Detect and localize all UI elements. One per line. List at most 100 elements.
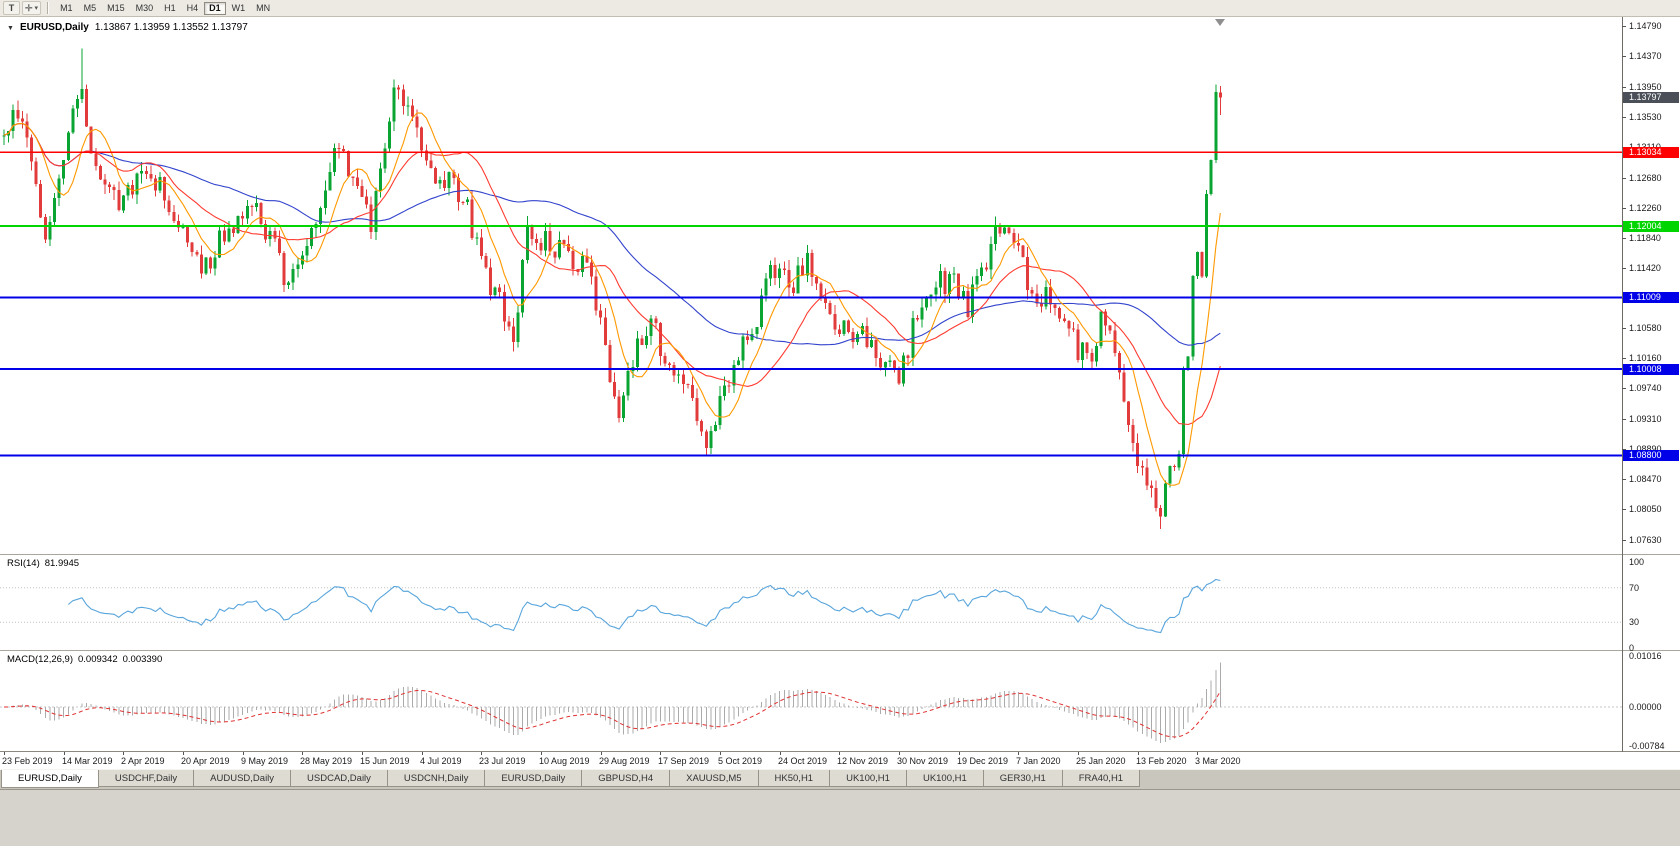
date-tick-mark	[839, 752, 840, 755]
chart-tools-dropdown-button[interactable]: ✛ ▾	[22, 1, 42, 15]
chart-tab-eurusd-daily[interactable]: EURUSD,Daily	[1, 770, 99, 788]
price-tick-label: 1.11420	[1629, 263, 1661, 273]
timeframe-button-m30[interactable]: M30	[135, 3, 154, 13]
chart-tab-usdchf-daily[interactable]: USDCHF,Daily	[97, 770, 195, 787]
status-bar	[0, 789, 1680, 846]
price-tick-mark	[1622, 328, 1626, 329]
main-price-chart[interactable]	[0, 17, 1622, 554]
price-line-badge-1.11009: 1.11009	[1623, 292, 1679, 303]
chart-tab-audusd-daily[interactable]: AUDUSD,Daily	[193, 770, 292, 787]
chart-ohlc-values: 1.13867 1.13959 1.13552 1.13797	[94, 22, 248, 33]
chart-window: ▼ EURUSD,Daily 1.13867 1.13959 1.13552 1…	[0, 17, 1680, 769]
rsi-axis-label: 30	[1629, 617, 1640, 627]
price-line-badge-1.08800: 1.08800	[1623, 450, 1679, 461]
macd-signal-value: 0.003390	[122, 654, 163, 665]
text-tool-button[interactable]: T	[3, 1, 20, 15]
toolbar-separator	[47, 2, 50, 14]
price-tick-mark	[1622, 540, 1626, 541]
price-tick-label: 1.10580	[1629, 323, 1662, 333]
price-tick-mark	[1622, 26, 1626, 27]
date-tick-label: 19 Dec 2019	[957, 756, 1009, 766]
timeframe-button-w1[interactable]: W1	[231, 3, 246, 13]
timeframe-button-h4[interactable]: H4	[186, 3, 199, 13]
date-tick-mark	[183, 752, 184, 755]
date-tick-mark	[720, 752, 721, 755]
chart-tab-usdcnh-daily[interactable]: USDCNH,Daily	[386, 770, 486, 787]
macd-panel[interactable]	[0, 652, 1622, 751]
price-tick-mark	[1622, 178, 1626, 179]
date-tick-mark	[541, 752, 542, 755]
macd-axis-label: -0.00784	[1629, 741, 1665, 751]
price-tick-label: 1.09310	[1629, 414, 1662, 424]
price-tick-label: 1.10160	[1629, 353, 1662, 363]
timeframe-button-m5[interactable]: M5	[83, 3, 97, 13]
date-tick-label: 2 Apr 2019	[121, 756, 165, 766]
timeframe-buttons: M1 M5 M15 M30 H1 H4 D1 W1 MN	[55, 1, 275, 15]
price-tick-mark	[1622, 238, 1626, 239]
date-tick-label: 23 Jul 2019	[479, 756, 526, 766]
macd-name: MACD(12,26,9)	[7, 654, 73, 665]
macd-axis-label: 0.00000	[1629, 702, 1662, 712]
price-tick-label: 1.14790	[1629, 21, 1662, 31]
price-tick-label: 1.14370	[1629, 51, 1662, 61]
price-tick-label: 1.08890	[1629, 444, 1662, 454]
crosshair-icon: ✛	[25, 2, 33, 13]
chart-tab-eurusd-daily[interactable]: EURUSD,Daily	[484, 770, 583, 787]
chart-shift-marker[interactable]	[1215, 19, 1225, 26]
date-tick-mark	[1018, 752, 1019, 755]
price-tick-label: 1.12680	[1629, 173, 1662, 183]
chart-tab-ger30-h1[interactable]: GER30,H1	[982, 770, 1063, 787]
dropdown-caret-icon: ▾	[34, 5, 39, 12]
rsi-line	[67, 578, 1221, 634]
date-tick-mark	[1138, 752, 1139, 755]
price-tick-mark	[1622, 419, 1626, 420]
timeframe-button-m15[interactable]: M15	[107, 3, 125, 13]
date-tick-mark	[959, 752, 960, 755]
chart-title: ▼ EURUSD,Daily 1.13867 1.13959 1.13552 1…	[7, 22, 248, 33]
price-tick-mark	[1622, 479, 1626, 480]
moving-average-8-line	[3, 112, 1221, 486]
chart-tab-usdcad-daily[interactable]: USDCAD,Daily	[290, 770, 388, 787]
chart-tab-gbpusd-h4[interactable]: GBPUSD,H4	[581, 770, 671, 787]
price-tick-label: 1.12260	[1629, 203, 1662, 213]
price-tick-mark	[1622, 388, 1626, 389]
rsi-panel-divider[interactable]	[0, 554, 1680, 556]
rsi-indicator-label: RSI(14) 81.9945	[7, 558, 79, 569]
date-tick-label: 20 Apr 2019	[181, 756, 230, 766]
chart-tab-fra40-h1[interactable]: FRA40,H1	[1061, 770, 1141, 787]
timeframe-button-h1[interactable]: H1	[164, 3, 176, 13]
date-tick-mark	[481, 752, 482, 755]
date-tick-label: 30 Nov 2019	[897, 756, 949, 766]
chart-tab-uk100-h1[interactable]: UK100,H1	[829, 770, 907, 787]
date-tick-mark	[243, 752, 244, 755]
time-scale[interactable]: 23 Feb 2019 14 Mar 2019 2 Apr 2019 20 Apr 2…	[0, 752, 1680, 769]
chart-tab-hk50-h1[interactable]: HK50,H1	[757, 770, 831, 787]
date-tick-label: 17 Sep 2019	[658, 756, 710, 766]
price-tick-label: 1.11840	[1629, 233, 1661, 243]
chart-tab-xauusd-m5[interactable]: XAUUSD,M5	[669, 770, 759, 787]
date-tick-label: 28 May 2019	[300, 756, 353, 766]
date-tick-label: 24 Oct 2019	[778, 756, 828, 766]
macd-panel-divider[interactable]	[0, 650, 1680, 652]
macd-axis-label: 0.01016	[1629, 651, 1662, 661]
timeframe-button-mn[interactable]: MN	[256, 3, 271, 13]
date-tick-label: 7 Jan 2020	[1016, 756, 1061, 766]
date-tick-mark	[1197, 752, 1198, 755]
rsi-panel[interactable]	[0, 556, 1622, 650]
price-tick-mark	[1622, 268, 1626, 269]
macd-indicator-label: MACD(12,26,9) 0.009342 0.003390	[7, 654, 162, 665]
price-tick-mark	[1622, 117, 1626, 118]
date-tick-mark	[362, 752, 363, 755]
chart-tab-uk100-h1[interactable]: UK100,H1	[905, 770, 984, 787]
timeframe-button-m1[interactable]: M1	[60, 3, 73, 13]
price-tick-label: 1.08050	[1629, 504, 1662, 514]
macd-main-value: 0.009342	[78, 654, 118, 665]
rsi-axis-label: 70	[1629, 583, 1640, 593]
date-tick-label: 23 Feb 2019	[2, 756, 53, 766]
rsi-value: 81.9945	[44, 558, 80, 569]
date-tick-mark	[302, 752, 303, 755]
price-scale[interactable]: 1.147901.143701.139501.135301.131101.126…	[1622, 17, 1680, 752]
timeframe-button-d1[interactable]: D1	[204, 1, 226, 15]
price-scale-separator	[1622, 17, 1623, 752]
price-tick-mark	[1622, 449, 1626, 450]
